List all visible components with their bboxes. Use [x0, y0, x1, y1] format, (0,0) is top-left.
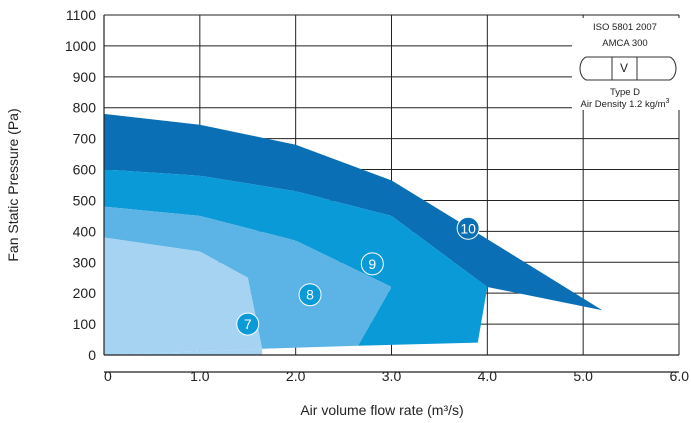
x-tick-label: 5.0: [573, 368, 593, 384]
series-badge-label: 10: [460, 220, 476, 236]
inset-type-line: Type D: [610, 87, 640, 98]
series-badges: 10 9 8 7: [236, 216, 480, 336]
tick-labels: 0 100 200 300 400 500 600 700 800 900 1000 1100 0 1.0…: [65, 7, 689, 384]
x-tick-label: 1.0: [190, 368, 210, 384]
series-badge-label: 9: [368, 256, 376, 272]
y-tick-label: 800: [73, 100, 97, 116]
y-tick-label: 1100: [66, 7, 96, 23]
series-area-9: [104, 169, 488, 346]
series-badge-7: [236, 312, 260, 336]
series-badge-8: [298, 283, 322, 307]
y-tick-label: 700: [73, 131, 97, 147]
y-tick-label: 400: [73, 223, 97, 239]
series-area-7: [104, 237, 263, 355]
y-tick-label: 500: [73, 192, 97, 208]
series-badge-label: 7: [244, 316, 252, 332]
x-tick-label: 4.0: [478, 368, 498, 384]
x-tick-label: 6.0: [670, 368, 690, 384]
y-tick-label: 100: [73, 316, 97, 332]
series-badge-label: 8: [306, 287, 314, 303]
inset-standard-line: ISO 5801 2007: [593, 22, 657, 33]
y-tick-label: 900: [73, 69, 97, 85]
inset-amca-line: AMCA 300: [602, 38, 647, 49]
x-tick-label: 3.0: [382, 368, 402, 384]
y-tick-label: 0: [88, 347, 96, 363]
x-axis-title: Air volume flow rate (m³/s): [300, 402, 463, 418]
y-tick-label: 600: [73, 162, 97, 178]
inset-symbol: V: [620, 61, 628, 75]
series-badge-9: [360, 252, 384, 276]
test-standard-inset: ISO 5801 2007 AMCA 300 V Type D Air Dens…: [572, 18, 684, 110]
y-axis-title: Fan Static Pressure (Pa): [5, 108, 21, 261]
series-badge-10: [456, 216, 480, 240]
series-area-8: [104, 206, 392, 349]
x-tick-label: 0: [104, 368, 112, 384]
inset-density-line: Air Density 1.2 kg/m3: [581, 98, 670, 110]
x-tick-label: 2.0: [286, 368, 306, 384]
duct-symbol-icon: [579, 56, 677, 81]
chart-axes: [103, 15, 679, 373]
fan-curve-areas: [104, 113, 603, 355]
series-area-10: [104, 113, 603, 311]
y-tick-label: 200: [73, 285, 97, 301]
series-area-base: [104, 348, 263, 355]
y-tick-label: 300: [73, 254, 97, 270]
y-tick-label: 1000: [65, 38, 96, 54]
